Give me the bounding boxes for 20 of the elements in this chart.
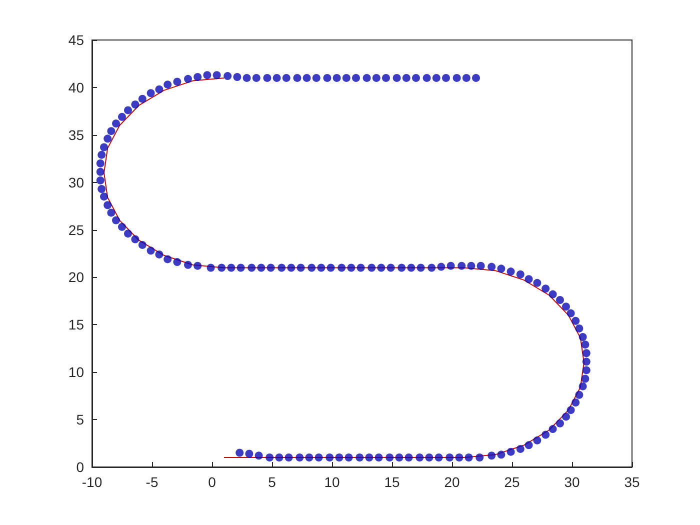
- x-tick-label: 35: [624, 474, 640, 490]
- x-tick-label: 5: [268, 474, 276, 490]
- x-tick-label: -5: [146, 474, 158, 490]
- x-tick-label: 20: [444, 474, 460, 490]
- x-tick-label: 15: [384, 474, 400, 490]
- y-tick-label: 30: [68, 174, 84, 190]
- x-tick-label: 0: [208, 474, 216, 490]
- y-tick-label: 15: [68, 316, 84, 333]
- x-tick-label: 25: [504, 474, 520, 490]
- y-tick-label: 45: [68, 32, 84, 48]
- y-tick-label: 25: [68, 222, 84, 238]
- y-tick-label: 10: [68, 364, 84, 380]
- y-tick-label: 40: [68, 79, 84, 96]
- y-tick-label: 35: [68, 126, 84, 143]
- x-tick-label: 30: [564, 474, 580, 490]
- y-tick-label: 5: [76, 412, 84, 428]
- x-tick-label: -10: [82, 474, 102, 490]
- y-tick-label: 0: [76, 459, 84, 475]
- y-tick-label: 20: [68, 269, 84, 286]
- x-tick-label: 10: [324, 474, 340, 490]
